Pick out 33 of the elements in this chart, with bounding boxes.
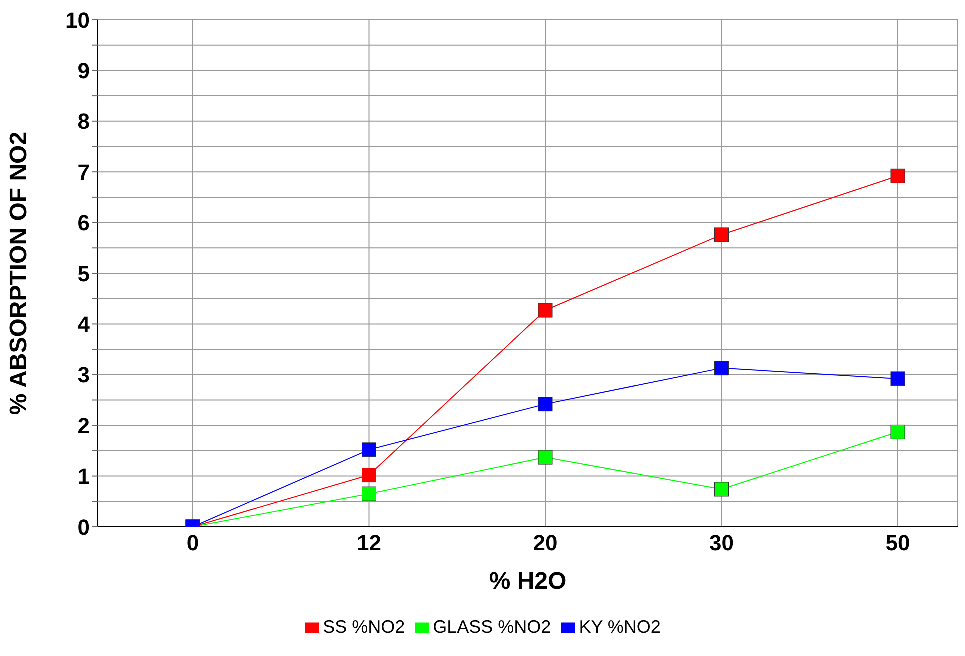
point [890,168,906,184]
x-tick-label: 30 [710,530,734,556]
x-tick-label: 12 [357,530,382,556]
y-tick-label: 1 [78,464,90,490]
x-tick-label: 50 [886,530,910,556]
x-tick-label: 0 [186,530,200,556]
y-tick-label: 3 [78,362,90,388]
y-tick-label: 0 [78,514,90,540]
y-tick-label: 6 [78,210,90,236]
point [890,424,906,440]
point [890,372,906,386]
point [362,468,376,483]
y-tick-label: 2 [78,413,90,438]
y-tick-label: 9 [78,58,90,84]
point [362,442,376,458]
point [714,228,729,242]
point [362,486,376,502]
y-tick-label: 10 [66,8,90,33]
point [538,450,553,465]
point [714,482,729,497]
legend-label: SS %NO2 [323,617,406,637]
y-tick-label: 5 [78,261,90,286]
point [538,303,553,318]
x-axis-title: % H2O [489,568,567,596]
x-tick-label: 20 [533,530,558,556]
y-axis-title: % ABSORPTION OF NO2 [6,132,33,416]
legend-label: GLASS %NO2 [433,617,552,637]
y-tick-label: 8 [78,109,90,134]
y-tick-label: 7 [78,160,90,185]
point [538,397,553,412]
point [714,361,729,376]
legend-label: KY %NO2 [579,617,661,637]
y-tick-label: 4 [78,312,91,338]
